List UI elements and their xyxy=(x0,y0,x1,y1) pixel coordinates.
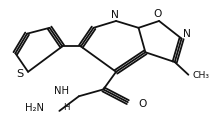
Text: H: H xyxy=(63,102,69,112)
Text: CH₃: CH₃ xyxy=(192,71,209,80)
Text: O: O xyxy=(138,99,147,109)
Text: N: N xyxy=(111,10,119,20)
Text: O: O xyxy=(153,9,161,19)
Text: S: S xyxy=(17,69,24,79)
Text: H₂N: H₂N xyxy=(25,103,44,113)
Text: N: N xyxy=(183,29,190,39)
Text: NH: NH xyxy=(54,86,69,96)
